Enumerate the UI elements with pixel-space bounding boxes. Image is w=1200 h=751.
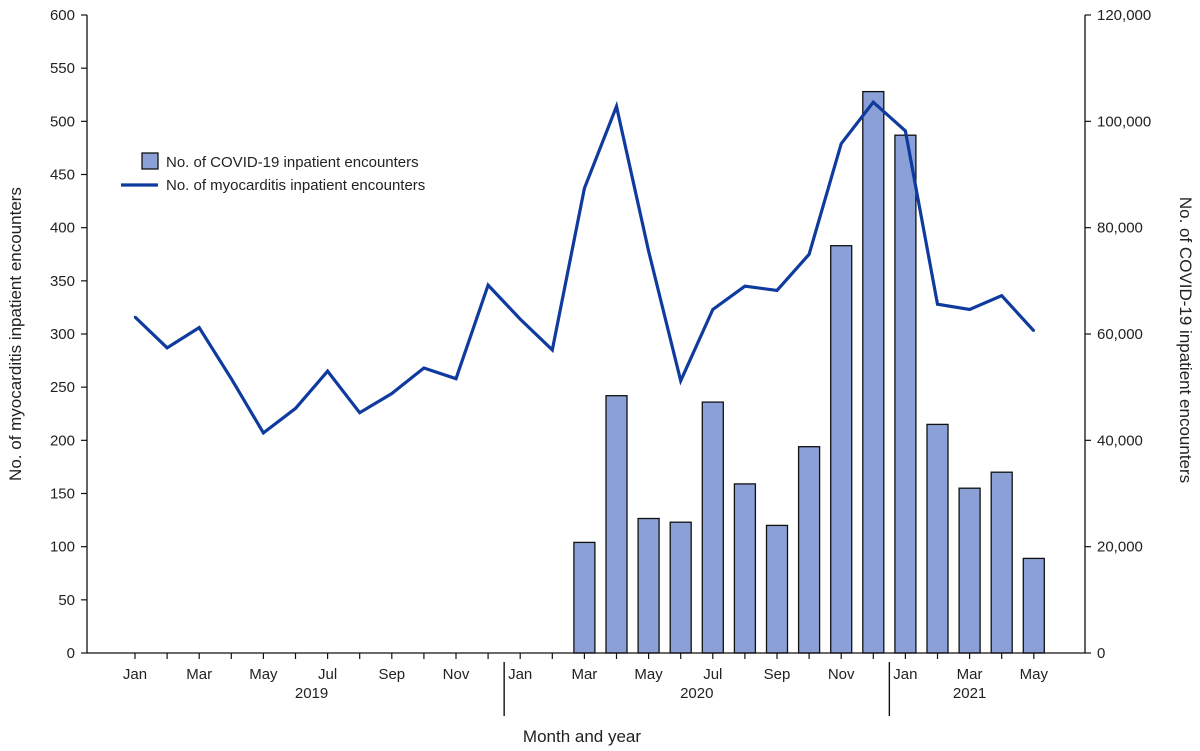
covid-bar (573, 541, 596, 654)
x-tick-label: Nov (443, 666, 470, 683)
covid-bar (669, 521, 692, 654)
x-tick-label: Mar (571, 666, 597, 683)
myocarditis-point (647, 249, 650, 253)
myocarditis-point (422, 366, 426, 370)
left-tick-label: 450 (50, 167, 75, 184)
myocarditis-point (1000, 294, 1003, 297)
bar-series (573, 90, 1045, 654)
x-tick-label: Jul (318, 666, 337, 683)
x-tick-label: Jul (703, 666, 722, 683)
x-tick-label: Nov (828, 666, 855, 683)
x-axis-title: Month and year (523, 727, 641, 746)
x-tick-label: May (1020, 666, 1049, 683)
x-tick-label: Jan (508, 666, 532, 683)
left-tick-label: 0 (67, 645, 75, 662)
left-tick-label: 100 (50, 539, 75, 556)
myocarditis-point (583, 187, 586, 190)
myocarditis-point (743, 285, 747, 288)
right-tick-label: 20,000 (1097, 539, 1143, 556)
x-tick-label: Sep (378, 666, 405, 683)
myocarditis-point (294, 407, 297, 410)
covid-bar (637, 517, 660, 654)
covid-bar (830, 245, 853, 654)
myocarditis-point (968, 308, 971, 311)
right-tick-label: 40,000 (1097, 432, 1143, 449)
left-tick-label: 500 (50, 113, 75, 130)
left-tick-label: 400 (50, 220, 75, 237)
covid-bar (1022, 557, 1045, 654)
myocarditis-point (262, 431, 265, 435)
covid-bar (733, 483, 757, 654)
left-tick-label: 200 (50, 432, 75, 449)
legend-label-covid: No. of COVID-19 inpatient encounters (166, 154, 419, 171)
right-tick-label: 60,000 (1097, 326, 1143, 343)
covid-bar (797, 446, 821, 654)
line-series (133, 99, 1036, 436)
covid-bar (701, 401, 724, 654)
right-tick-label: 120,000 (1097, 7, 1151, 24)
legend-label-myocarditis: No. of myocarditis inpatient encounters (166, 177, 425, 194)
myocarditis-point (807, 253, 811, 256)
left-tick-label: 600 (50, 7, 75, 24)
right-tick-label: 0 (1097, 645, 1105, 662)
myocarditis-point (775, 289, 779, 292)
left-tick-label: 550 (50, 60, 75, 77)
x-tick-label: Sep (764, 666, 791, 683)
right-axis-title: No. of COVID-19 inpatient encounters (1176, 197, 1195, 483)
myocarditis-point (936, 303, 939, 306)
left-tick-label: 250 (50, 379, 75, 396)
right-tick-label: 100,000 (1097, 113, 1151, 130)
myocarditis-point (230, 377, 233, 380)
myocarditis-point (390, 392, 393, 395)
year-label: 2021 (953, 685, 986, 702)
myocarditis-point (165, 346, 169, 349)
myocarditis-point (1032, 329, 1036, 332)
right-tick-label: 80,000 (1097, 220, 1143, 237)
year-label: 2019 (295, 685, 328, 702)
myocarditis-point (358, 411, 361, 414)
covid-bar (862, 90, 885, 654)
myocarditis-point (326, 370, 329, 373)
x-tick-label: Mar (957, 666, 983, 683)
x-tick-label: Mar (186, 666, 212, 683)
myocarditis-point (615, 105, 618, 108)
myocarditis-point (198, 326, 201, 329)
x-tick-label: May (634, 666, 663, 683)
covid-bar (958, 487, 981, 654)
myocarditis-point (454, 377, 458, 380)
covid-bar (765, 524, 789, 654)
year-label: 2020 (680, 685, 713, 702)
covid-bar (605, 395, 628, 654)
myocarditis-point (840, 142, 843, 145)
left-axis-title: No. of myocarditis inpatient encounters (6, 187, 25, 481)
legend: No. of COVID-19 inpatient encounters No. … (121, 152, 425, 194)
myocarditis-point (519, 317, 522, 321)
myocarditis-point (486, 283, 490, 287)
axes: 0 50 100 150 200 250 300 350 400 450 500 550 600 0 20,… (6, 7, 1195, 746)
left-tick-label: 150 (50, 486, 75, 503)
x-tick-label: Jan (123, 666, 147, 683)
myocarditis-point (904, 129, 907, 133)
myocarditis-point (679, 379, 682, 382)
x-tick-label: Jan (893, 666, 917, 683)
left-tick-label: 350 (50, 273, 75, 290)
legend-swatch-covid (141, 152, 159, 170)
myocarditis-point (133, 315, 137, 319)
myocarditis-point (872, 101, 875, 104)
covid-bar (990, 471, 1013, 654)
left-tick-label: 300 (50, 326, 75, 343)
myocarditis-point (551, 348, 554, 352)
covid-bar (926, 423, 949, 654)
left-tick-label: 50 (58, 592, 75, 609)
x-tick-label: May (249, 666, 278, 683)
covid-bar (894, 134, 917, 654)
myocarditis-point (711, 308, 714, 311)
